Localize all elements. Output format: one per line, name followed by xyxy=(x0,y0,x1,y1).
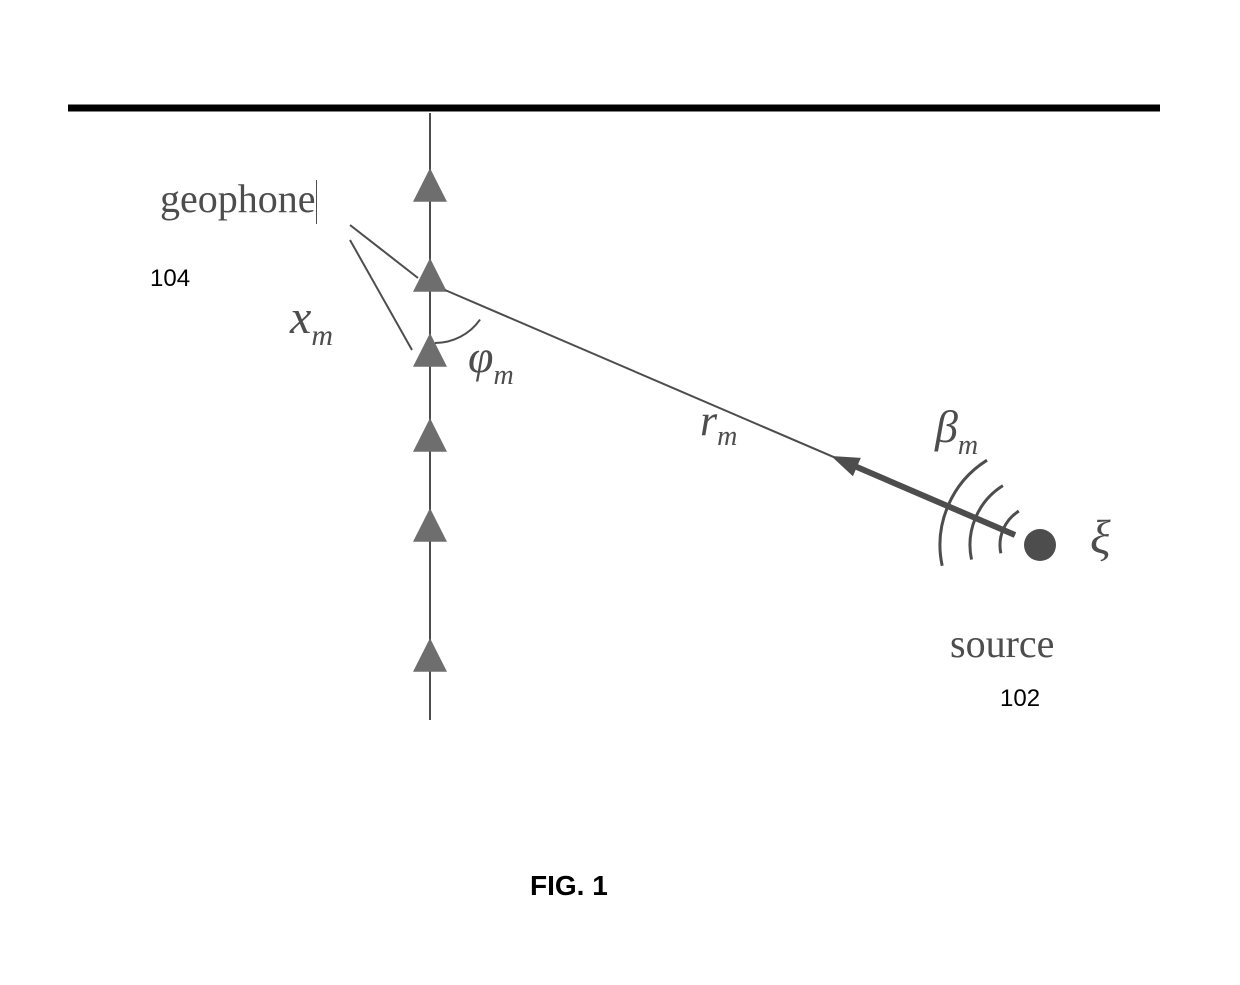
geophone-icon xyxy=(413,418,447,452)
text-cursor-artifact xyxy=(316,180,317,224)
geophone-ref-number: 104 xyxy=(150,265,190,293)
r-m-label: rm xyxy=(700,395,737,447)
x-m-label: xm xyxy=(290,290,333,345)
diagram-svg xyxy=(0,0,1240,985)
geophone-leader-lines xyxy=(350,225,418,350)
geophone-icon xyxy=(413,168,447,202)
figure-caption: FIG. 1 xyxy=(530,870,608,902)
geophone-icon xyxy=(413,333,447,367)
leader-line xyxy=(350,225,418,278)
r-m-sub: m xyxy=(717,421,737,452)
beta-m-label: βm xyxy=(935,400,978,454)
phi-m-var: φ xyxy=(468,331,493,382)
beta-m-sub: m xyxy=(958,430,978,461)
phi-m-label: φm xyxy=(468,330,514,384)
source-wave-arcs xyxy=(940,460,1019,566)
geophone-label: geophone xyxy=(160,175,316,222)
source-label: source xyxy=(950,620,1054,667)
geophone-icon xyxy=(413,508,447,542)
x-m-sub: m xyxy=(311,319,333,352)
leader-line xyxy=(350,240,412,350)
r-m-var: r xyxy=(700,396,717,445)
source-ref-number: 102 xyxy=(1000,685,1040,713)
geophone-icon xyxy=(413,638,447,672)
diagram-canvas: geophone 104 xm φm rm βm ξ source 102 FI… xyxy=(0,0,1240,985)
beta-m-var: β xyxy=(935,401,958,452)
xi-label: ξ xyxy=(1090,510,1111,565)
ray-arrowhead-icon xyxy=(831,456,861,476)
x-m-var: x xyxy=(290,291,311,344)
source-point xyxy=(1024,529,1056,561)
phi-m-sub: m xyxy=(493,360,513,391)
geophone-icon xyxy=(413,258,447,292)
